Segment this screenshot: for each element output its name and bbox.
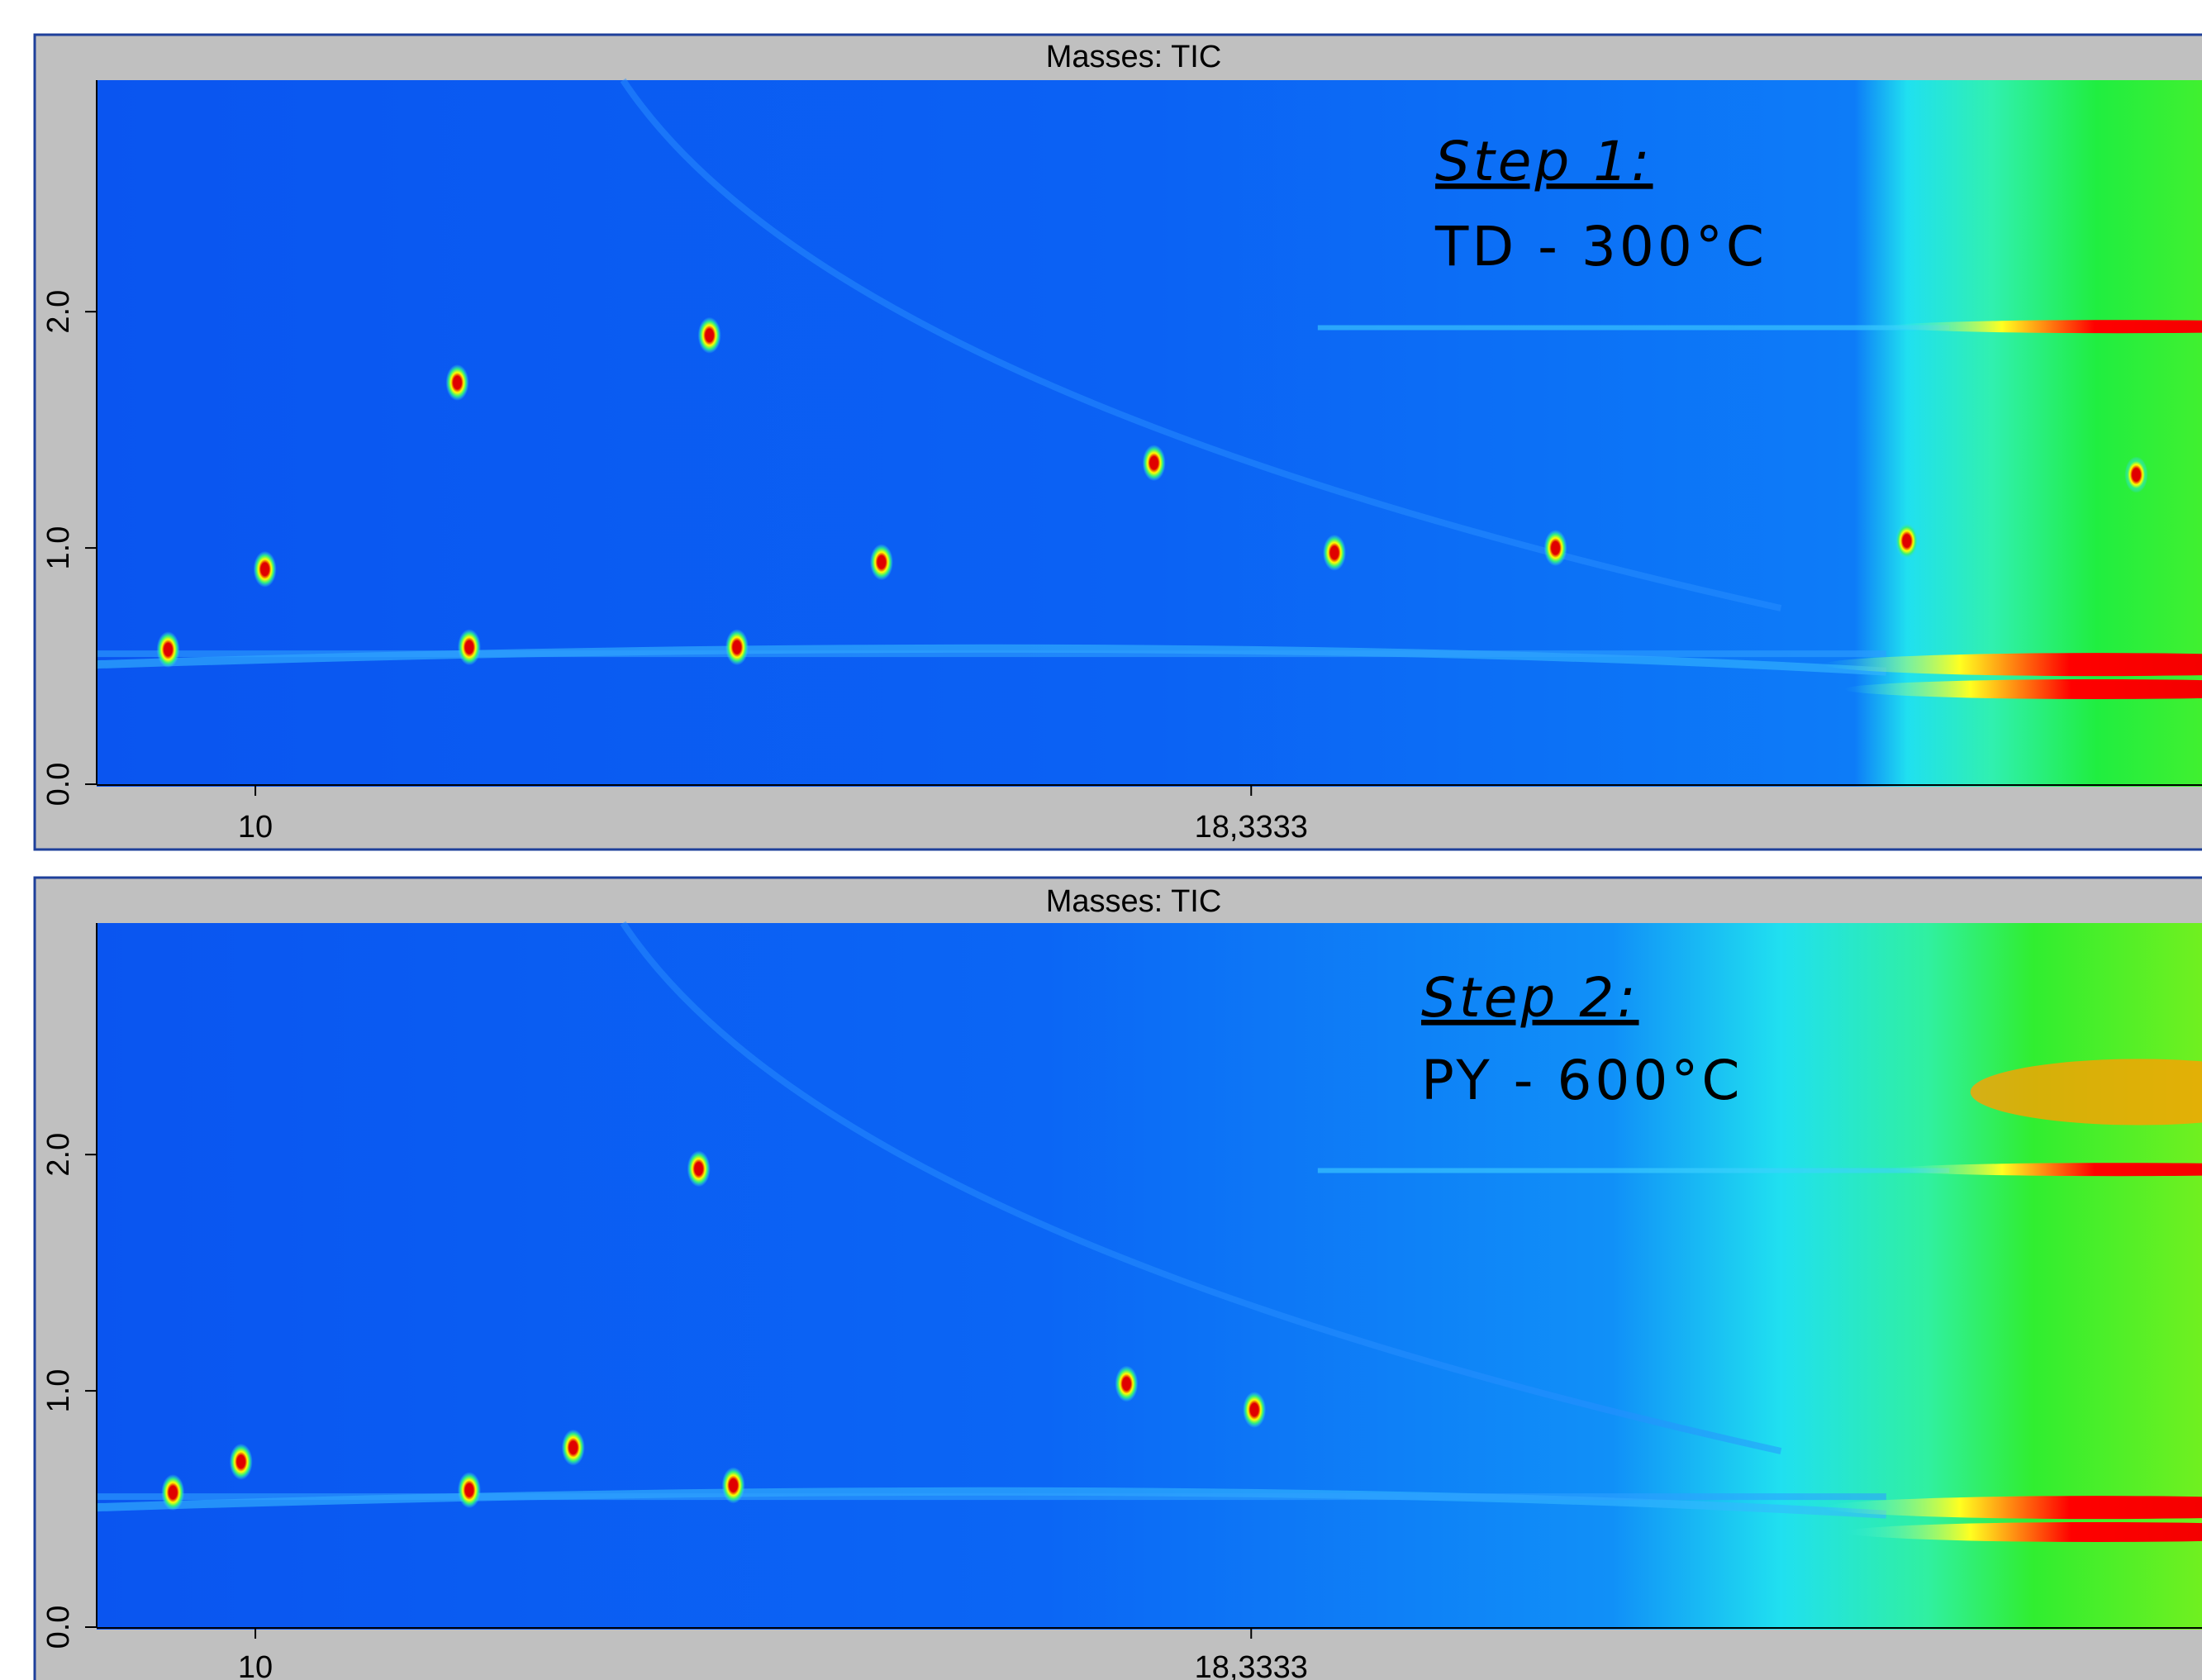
peak bbox=[1243, 1391, 1267, 1428]
peak bbox=[1323, 534, 1347, 571]
red-streak bbox=[1843, 1521, 2202, 1542]
y-tick-label: 1.0 bbox=[41, 1369, 76, 1413]
peak bbox=[156, 631, 180, 669]
background-streak bbox=[1317, 325, 1950, 331]
peak bbox=[1142, 445, 1166, 482]
red-streak bbox=[1823, 653, 2202, 677]
annotation: Step 2: bbox=[1421, 966, 1638, 1030]
peak bbox=[457, 1472, 481, 1509]
y-tick-label: 1.0 bbox=[41, 526, 76, 570]
red-streak bbox=[1886, 320, 2202, 334]
background-streak bbox=[97, 650, 1886, 658]
x-tick-label: 10 bbox=[238, 810, 273, 845]
peak bbox=[725, 629, 749, 666]
x-tick-label: 18,3333 bbox=[1195, 810, 1308, 845]
peak bbox=[229, 1443, 253, 1480]
y-tick-label: 0.0 bbox=[41, 763, 76, 807]
y-tick-label: 2.0 bbox=[41, 1133, 76, 1177]
peak bbox=[721, 1467, 745, 1504]
peak bbox=[445, 364, 469, 401]
chart-title: Masses: TIC bbox=[1046, 40, 1222, 74]
peak bbox=[687, 1150, 711, 1187]
red-streak bbox=[1843, 678, 2202, 699]
x-tick-label: 10 bbox=[238, 1650, 273, 1680]
background-streak bbox=[1317, 1168, 1950, 1173]
peak bbox=[561, 1429, 585, 1466]
annotation: PY - 600°C bbox=[1421, 1049, 1743, 1112]
orange-blob bbox=[1970, 1059, 2202, 1126]
peak bbox=[1895, 522, 1919, 559]
red-streak bbox=[1823, 1496, 2202, 1520]
peak bbox=[869, 544, 893, 581]
annotation: TD - 300°C bbox=[1434, 215, 1767, 278]
chart-title: Masses: TIC bbox=[1046, 884, 1222, 919]
background-streak bbox=[620, 921, 1782, 1454]
peak bbox=[1543, 530, 1567, 567]
background-streak bbox=[620, 78, 1782, 612]
y-tick-label: 2.0 bbox=[41, 290, 76, 334]
peak bbox=[253, 550, 277, 588]
y-tick-label: 0.0 bbox=[41, 1606, 76, 1649]
x-tick-label: 18,3333 bbox=[1195, 1650, 1308, 1680]
peak bbox=[457, 629, 481, 666]
heatmap-background bbox=[97, 80, 2202, 787]
peak bbox=[697, 316, 721, 354]
peak bbox=[2124, 456, 2148, 493]
annotation: Step 1: bbox=[1435, 130, 1653, 193]
background-streak bbox=[97, 1493, 1886, 1501]
peak bbox=[1115, 1365, 1139, 1402]
red-streak bbox=[1886, 1163, 2202, 1177]
peak bbox=[161, 1474, 185, 1511]
heatmap-background bbox=[97, 923, 2202, 1630]
